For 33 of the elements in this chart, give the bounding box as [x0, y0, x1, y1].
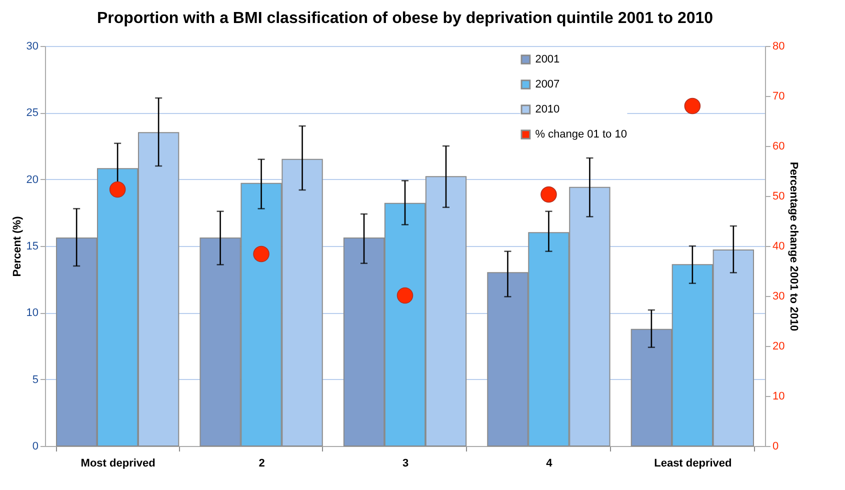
y-axis-title: Percent (%) — [11, 216, 24, 277]
y-tick-label: 20 — [26, 174, 38, 186]
y2-tick-label: 80 — [772, 40, 785, 52]
x-tick-label: 4 — [546, 458, 554, 470]
y2-tick-label: 70 — [772, 90, 785, 102]
x-tick-label: 2 — [258, 458, 265, 470]
y2-tick-label: 20 — [772, 340, 785, 352]
y-tick-label: 25 — [26, 107, 38, 120]
point — [684, 98, 701, 114]
y2-tick-label: 60 — [772, 140, 785, 152]
y2-tick-label: 50 — [772, 190, 785, 202]
legend-label: 2007 — [535, 78, 560, 90]
legend-label: 2010 — [535, 104, 560, 116]
y2-tick-label: 40 — [772, 240, 785, 252]
point — [540, 186, 557, 203]
y2-axis-title: Percentage change 2001 to 2010 — [788, 162, 800, 332]
y-tick-label: 30 — [26, 40, 38, 52]
y2-tick-label: 0 — [772, 440, 779, 452]
y-tick-label: 5 — [32, 374, 38, 386]
x-tick-label: 3 — [402, 458, 409, 470]
chart-title: Proportion with a BMI classification of obese by deprivation quintile 2001 to 2010 — [96, 10, 714, 27]
point — [253, 246, 270, 262]
y-tick-label: 0 — [32, 440, 38, 452]
point — [396, 287, 414, 304]
y2-tick-label: 10 — [772, 390, 785, 402]
x-tick-label: Least deprived — [654, 458, 732, 470]
legend-label: 2001 — [535, 54, 560, 66]
y-tick-label: 15 — [26, 240, 38, 252]
legend-label: % change 01 to 10 — [535, 128, 627, 140]
point — [109, 181, 126, 198]
x-tick-label: Most deprived — [80, 458, 156, 470]
y2-tick-label: 30 — [772, 290, 785, 302]
y-tick-label: 10 — [26, 307, 38, 320]
